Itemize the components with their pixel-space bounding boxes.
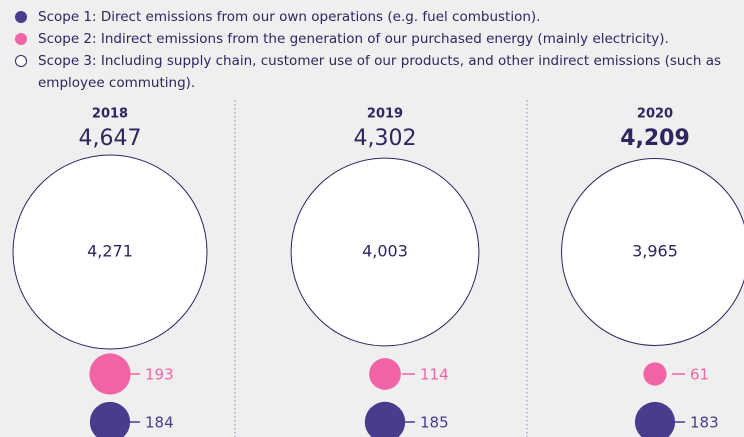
legend: Scope 1: Direct emissions from our own o… [14,6,744,94]
legend-label: Scope 3: Including supply chain, custome… [38,53,722,91]
bubble-label: 3,965 [632,242,678,261]
legend-item: Scope 2: Indirect emissions from the gen… [14,28,728,50]
bubble-label: 114 [420,366,449,384]
bubble-label: 193 [145,366,174,384]
bubble [12,154,208,350]
legend-label: Scope 1: Direct emissions from our own o… [38,9,541,25]
legend-marker [15,55,27,67]
legend-item: Scope 3: Including supply chain, custome… [14,50,728,94]
bubble-label: 183 [690,414,719,432]
year-label: 2020 [637,107,673,122]
total-label: 4,302 [354,126,417,151]
bubble [561,158,744,346]
legend-label: Scope 2: Indirect emissions from the gen… [38,31,669,47]
year-label: 2019 [367,107,403,122]
legend-marker [15,11,27,23]
bubble-label: 184 [145,414,174,432]
legend-item: Scope 1: Direct emissions from our own o… [14,6,728,28]
bubble [369,358,401,390]
bubble-label: 61 [690,366,709,384]
bubble [89,353,131,395]
bubble [634,401,676,437]
bubble [364,401,406,437]
bubble [89,401,131,437]
legend-marker [15,33,27,45]
year-label: 2018 [92,107,128,122]
bubble-label: 4,271 [87,242,133,261]
total-label: 4,209 [620,126,690,151]
bubble-label: 185 [420,414,449,432]
bubble [643,362,667,386]
total-label: 4,647 [79,126,142,151]
bubble [290,157,480,347]
bubble-label: 4,003 [362,242,408,261]
